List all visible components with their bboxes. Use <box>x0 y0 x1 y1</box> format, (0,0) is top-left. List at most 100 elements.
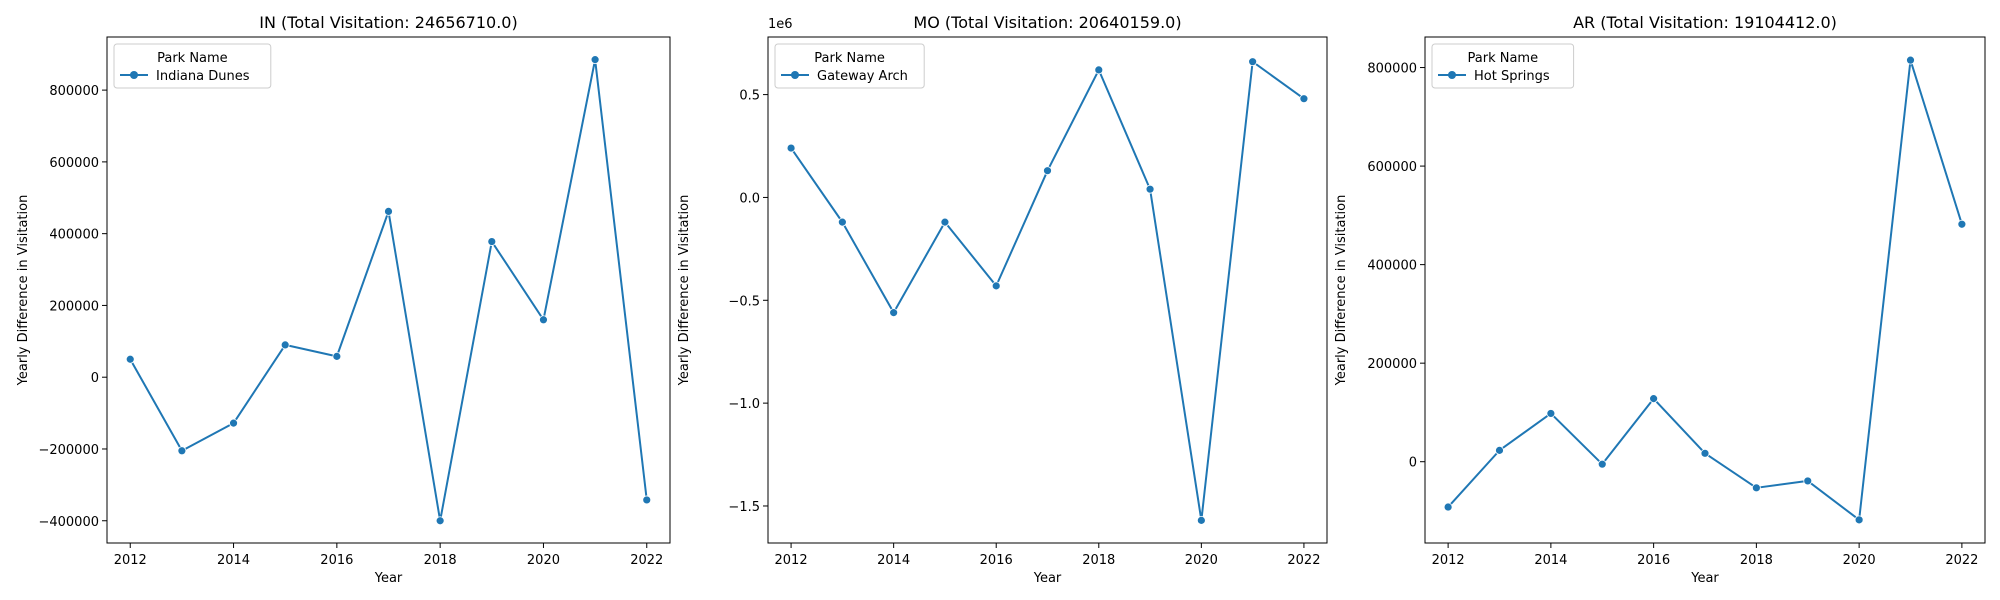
data-point <box>889 308 899 318</box>
x-tick-label: 2016 <box>980 553 1013 568</box>
y-tick-label: 200000 <box>1367 357 1417 372</box>
y-tick-label: 400000 <box>49 228 99 243</box>
legend-marker-swatch <box>130 71 138 79</box>
chart-panel-2: MO (Total Visitation: 20640159.0) 2012 201… <box>677 13 1328 586</box>
y-tick-label: −400000 <box>38 515 99 530</box>
legend-box <box>113 43 272 89</box>
legend-box <box>1431 43 1575 89</box>
y-tick-label: 200000 <box>49 299 99 314</box>
legend-marker-swatch <box>1448 71 1456 79</box>
data-point <box>1546 409 1556 418</box>
data-point <box>1094 65 1104 75</box>
x-axis-label: Year <box>1033 571 1062 586</box>
data-point <box>177 446 187 456</box>
y-tick-label: 600000 <box>1367 160 1417 175</box>
x-tick-label: 2018 <box>424 553 457 568</box>
x-tick-label: 2016 <box>1637 553 1670 568</box>
series-line <box>790 60 1305 522</box>
legend-marker-swatch <box>791 71 799 79</box>
data-point <box>1196 515 1206 525</box>
data-point <box>940 217 950 227</box>
data-point <box>1906 55 1915 65</box>
legend: Park Name Hot Springs <box>1431 43 1575 89</box>
y-tick-label: 800000 <box>49 84 99 99</box>
chart-panel-3: AR (Total Visitation: 19104412.0) 2012 201… <box>1334 13 1986 586</box>
y-tick-label: 0.0 <box>739 191 760 206</box>
x-tick-label: 2020 <box>1185 553 1218 568</box>
legend: Park Name Indiana Dunes <box>113 43 272 89</box>
legend-title: Park Name <box>1468 51 1539 66</box>
data-point <box>1043 166 1052 176</box>
legend-entry-label: Indiana Dunes <box>156 69 250 84</box>
data-point <box>991 281 1001 291</box>
plot-frame <box>767 36 1328 544</box>
x-tick-label: 2016 <box>320 553 353 568</box>
chart-panel-1: IN (Total Visitation: 24656710.0) 2012 201… <box>16 13 671 586</box>
data-point <box>1145 184 1155 194</box>
y-axis-label: Yearly Difference in Visitation <box>1334 195 1349 387</box>
data-point <box>1299 94 1309 104</box>
y-tick-label: 400000 <box>1367 259 1417 274</box>
data-point <box>1957 219 1967 229</box>
data-point <box>384 207 393 216</box>
y-tick-label: −1.5 <box>728 500 760 515</box>
data-point <box>1495 445 1504 455</box>
y-offset-text: 1e6 <box>768 17 793 32</box>
data-point <box>642 495 652 505</box>
x-axis-label: Year <box>1690 571 1719 586</box>
chart-title: IN (Total Visitation: 24656710.0) <box>259 13 517 32</box>
data-point <box>229 418 238 428</box>
y-tick-label: 600000 <box>49 156 99 171</box>
data-point <box>1700 448 1710 458</box>
data-point <box>1443 502 1453 512</box>
x-tick-label: 2018 <box>1740 553 1773 568</box>
data-point <box>1597 459 1607 469</box>
chart-title: AR (Total Visitation: 19104412.0) <box>1573 13 1837 32</box>
x-axis-label: Year <box>374 571 403 586</box>
data-point <box>435 516 445 526</box>
x-tick-label: 2018 <box>1082 553 1115 568</box>
plot-frame <box>106 36 671 544</box>
x-tick-label: 2020 <box>1843 553 1876 568</box>
y-axis-label: Yearly Difference in Visitation <box>16 195 31 387</box>
legend-box <box>774 43 925 89</box>
data-point <box>332 351 342 361</box>
x-tick-label: 2022 <box>1945 553 1978 568</box>
data-point <box>1248 57 1258 67</box>
data-point <box>590 55 600 65</box>
y-tick-label: −200000 <box>38 443 99 458</box>
x-tick-label: 2012 <box>1432 553 1465 568</box>
plot-frame <box>1424 36 1986 544</box>
y-tick-label: −1.0 <box>728 397 760 412</box>
y-tick-label: 0 <box>1409 456 1417 471</box>
x-tick-label: 2014 <box>1534 553 1567 568</box>
series-line <box>129 58 648 522</box>
legend-entry-label: Hot Springs <box>1474 69 1550 84</box>
y-tick-label: 0 <box>91 371 99 386</box>
data-point <box>1649 394 1659 404</box>
x-tick-label: 2020 <box>527 553 560 568</box>
data-point <box>125 354 135 364</box>
data-point <box>837 217 847 227</box>
x-tick-label: 2014 <box>877 553 910 568</box>
data-point <box>280 340 290 350</box>
y-tick-label: 800000 <box>1367 62 1417 77</box>
y-axis-label: Yearly Difference in Visitation <box>677 195 692 387</box>
chart-title: MO (Total Visitation: 20640159.0) <box>913 13 1181 32</box>
legend: Park Name Gateway Arch <box>774 43 925 89</box>
data-point <box>1854 515 1864 525</box>
data-point <box>487 237 497 246</box>
legend-entry-label: Gateway Arch <box>817 69 908 84</box>
y-tick-label: 0.5 <box>739 89 760 104</box>
legend-title: Park Name <box>157 51 228 66</box>
data-point <box>539 315 548 325</box>
x-tick-label: 2022 <box>630 553 663 568</box>
x-tick-label: 2014 <box>217 553 250 568</box>
data-point <box>1803 476 1813 486</box>
data-point <box>1751 483 1761 493</box>
data-point <box>786 143 796 153</box>
x-tick-label: 2012 <box>775 553 808 568</box>
legend-title: Park Name <box>814 51 885 66</box>
x-tick-label: 2022 <box>1287 553 1320 568</box>
